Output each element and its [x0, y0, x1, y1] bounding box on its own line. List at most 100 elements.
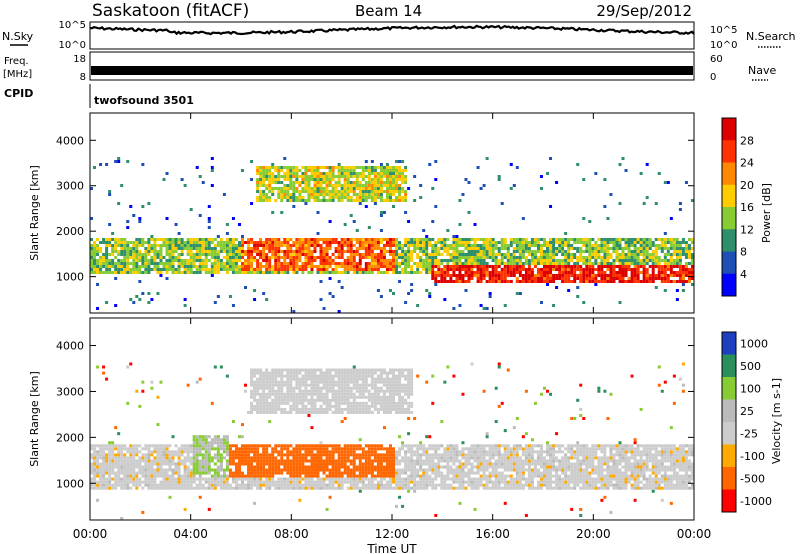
velocity-cell: [337, 462, 341, 466]
power-cell: [388, 172, 392, 175]
velocity-cell: [352, 453, 356, 457]
power-cell: [543, 259, 546, 262]
power-cell: [234, 271, 238, 274]
power-cell: [319, 265, 323, 268]
power-cell: [666, 241, 670, 244]
power-cell: [253, 256, 257, 259]
velocity-cell: [244, 389, 248, 393]
power-cell: [419, 184, 423, 187]
velocity-cell: [337, 459, 341, 463]
power-cell: [286, 184, 290, 187]
power-cell: [376, 262, 380, 265]
power-cell: [687, 247, 691, 250]
velocity-cell: [171, 483, 175, 487]
velocity-cell: [168, 450, 172, 454]
velocity-cell: [295, 447, 299, 451]
velocity-cell: [195, 486, 199, 490]
power-cell: [247, 244, 251, 247]
power-cell: [123, 265, 127, 268]
power-cell: [313, 256, 317, 259]
velocity-cell: [153, 444, 157, 448]
power-cell: [392, 172, 395, 175]
velocity-cell: [301, 374, 305, 378]
velocity-cell: [186, 447, 190, 451]
velocity-cell: [90, 471, 93, 475]
velocity-cell: [108, 477, 112, 481]
power-cell: [283, 259, 287, 262]
velocity-cell: [153, 474, 157, 478]
power-cell: [268, 175, 272, 178]
velocity-cell: [102, 459, 106, 463]
power-cell: [165, 277, 169, 280]
power-cell: [310, 250, 314, 253]
velocity-cell: [355, 444, 359, 448]
power-cell: [147, 202, 151, 205]
velocity-cell: [213, 474, 217, 478]
power-cell: [606, 280, 610, 283]
power-cell: [657, 277, 661, 280]
power-cell: [153, 241, 157, 244]
power-cell: [654, 256, 658, 259]
power-cell: [138, 238, 142, 241]
power-cell: [425, 253, 429, 256]
power-cell: [268, 187, 272, 190]
power-cell: [431, 262, 435, 265]
velocity-cell: [310, 368, 314, 372]
power-cell: [645, 271, 649, 274]
power-cell: [355, 250, 359, 253]
power-cell: [684, 181, 688, 184]
velocity-cell: [207, 456, 211, 460]
power-cell: [292, 205, 296, 208]
power-cell: [642, 274, 646, 277]
power-cell: [621, 250, 625, 253]
power-cell: [404, 253, 408, 256]
power-cell: [286, 250, 290, 253]
power-cell: [141, 241, 145, 244]
power-cell: [198, 250, 202, 253]
power-cell: [639, 262, 643, 265]
power-cell: [346, 190, 350, 193]
power-cell: [615, 271, 619, 274]
power-cell: [283, 250, 287, 253]
power-cell: [367, 184, 371, 187]
power-cell: [663, 274, 667, 277]
velocity-cell: [256, 389, 260, 393]
power-cell: [159, 262, 163, 265]
power-cell: [476, 247, 480, 250]
power-cell: [503, 271, 507, 274]
power-cell: [678, 271, 682, 274]
velocity-cell: [349, 477, 353, 481]
power-cell: [609, 274, 613, 277]
power-cell: [536, 241, 540, 244]
velocity-cell: [343, 395, 347, 399]
power-cell: [527, 271, 531, 274]
velocity-cell: [298, 444, 302, 448]
power-cell: [310, 253, 314, 256]
power-cell: [361, 190, 365, 193]
power-cell: [476, 253, 480, 256]
velocity-cell: [316, 374, 320, 378]
power-cell: [114, 271, 118, 274]
power-cell: [470, 265, 474, 268]
power-cell: [268, 196, 272, 199]
power-cell: [325, 250, 329, 253]
power-cell: [648, 244, 652, 247]
velocity-cell: [186, 456, 190, 460]
velocity-cell: [346, 456, 350, 460]
velocity-cell: [352, 404, 356, 408]
power-cell: [358, 181, 362, 184]
velocity-cell: [316, 483, 320, 487]
power-cell: [530, 262, 534, 265]
power-cell: [117, 265, 121, 268]
power-cell: [431, 274, 435, 277]
velocity-cell: [180, 444, 184, 448]
velocity-cell: [168, 453, 172, 457]
power-cell: [274, 187, 278, 190]
power-cell: [488, 295, 492, 298]
velocity-cell: [120, 471, 124, 475]
power-cell: [558, 250, 562, 253]
velocity-cell: [256, 477, 260, 481]
velocity-cell: [253, 380, 257, 384]
velocity-cell: [328, 404, 332, 408]
power-cell: [549, 241, 553, 244]
